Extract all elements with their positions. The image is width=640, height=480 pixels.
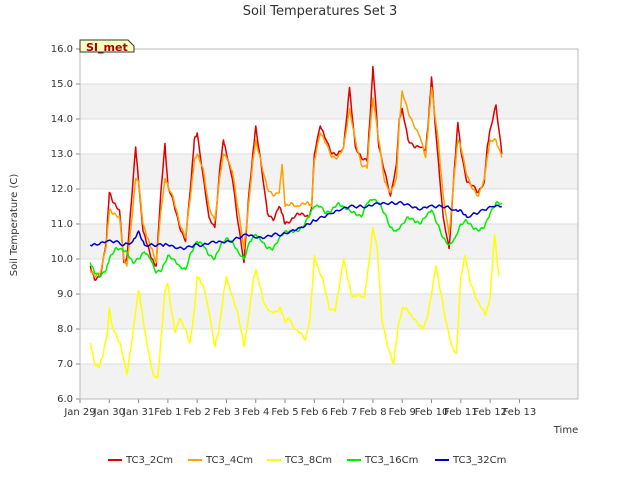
series-line-TC3_2Cm xyxy=(89,65,503,281)
y-axis-label: Soil Temperature (C) xyxy=(9,174,20,277)
y-tick-labels: 6.0 7.0 8.0 9.0 10.0 11.0 12.0 13.0 14.0 15.0 16.0 xyxy=(51,44,73,405)
x-tick-label: Feb 6 xyxy=(301,407,328,418)
plot-band xyxy=(80,84,578,119)
x-tick-label: Feb 9 xyxy=(389,407,416,418)
x-tick-label: Feb 8 xyxy=(359,407,386,418)
x-tick-label: Jan 31 xyxy=(122,407,154,418)
x-tick-label: Feb 5 xyxy=(271,407,298,418)
chart-title: Soil Temperatures Set 3 xyxy=(243,4,398,19)
x-tick-label: Feb 12 xyxy=(473,407,507,418)
series-line-TC3_8Cm xyxy=(89,226,500,379)
x-tick-label: Feb 11 xyxy=(444,407,478,418)
legend-label-TC3_16Cm: TC3_16Cm xyxy=(364,455,418,466)
axes xyxy=(76,48,579,403)
x-tick-label: Feb 13 xyxy=(503,407,537,418)
y-tick-label: 12.0 xyxy=(51,184,73,195)
plot-band xyxy=(80,329,578,364)
plot-band xyxy=(80,224,578,259)
legend-label-TC3_2Cm: TC3_2Cm xyxy=(125,455,173,466)
site-badge: SI_met xyxy=(79,39,135,54)
plot-band xyxy=(80,189,578,224)
x-tick-label: Feb 4 xyxy=(242,407,269,418)
y-tick-label: 10.0 xyxy=(51,254,73,265)
plot-frame xyxy=(79,48,579,400)
legend: TC3_2Cm TC3_4Cm TC3_8Cm TC3_16Cm TC3_32Cm xyxy=(108,455,506,466)
x-tick-label: Jan 29 xyxy=(63,407,95,418)
y-tick-label: 8.0 xyxy=(57,324,73,335)
plot-band xyxy=(80,364,578,399)
badge-text: SI_met xyxy=(86,41,128,54)
x-tick-label: Feb 10 xyxy=(415,407,449,418)
x-tick-label: Feb 7 xyxy=(330,407,357,418)
legend-label-TC3_8Cm: TC3_8Cm xyxy=(284,455,332,466)
plot-band xyxy=(80,154,578,189)
legend-label-TC3_4Cm: TC3_4Cm xyxy=(205,455,253,466)
y-tick-label: 11.0 xyxy=(51,219,73,230)
y-tick-label: 16.0 xyxy=(51,44,73,55)
y-tick-label: 7.0 xyxy=(57,359,73,370)
x-tick-label: Jan 30 xyxy=(93,407,125,418)
y-tick-label: 6.0 xyxy=(57,394,73,405)
series-lines xyxy=(89,65,503,379)
series-line-TC3_16Cm xyxy=(89,198,503,278)
y-tick-label: 15.0 xyxy=(51,79,73,90)
series-line-TC3_4Cm xyxy=(89,86,503,278)
series-line-TC3_32Cm xyxy=(89,200,502,251)
y-tick-label: 9.0 xyxy=(57,289,73,300)
x-tick-label: Feb 1 xyxy=(154,407,181,418)
plot-band xyxy=(80,294,578,329)
y-tick-label: 13.0 xyxy=(51,149,73,160)
plot-band xyxy=(80,49,578,84)
badge-box xyxy=(79,39,135,53)
x-axis-label: Time xyxy=(553,425,578,436)
legend-label-TC3_32Cm: TC3_32Cm xyxy=(452,455,506,466)
y-tick-label: 14.0 xyxy=(51,114,73,125)
x-tick-label: Feb 2 xyxy=(184,407,211,418)
x-tick-label: Feb 3 xyxy=(213,407,240,418)
